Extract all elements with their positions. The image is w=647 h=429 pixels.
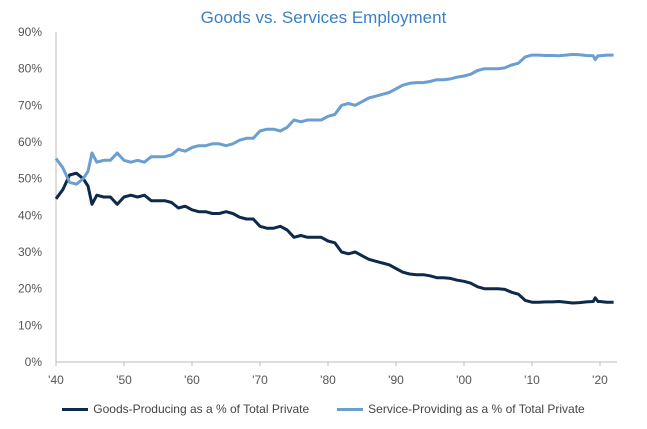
y-tick-label: 30% — [18, 245, 42, 259]
legend: Goods-Producing as a % of Total Private … — [0, 402, 647, 416]
x-ticks: '40 '50 '60 '70 '80 '90 '00 '10 '20 — [48, 362, 608, 387]
x-tick-label: '00 — [456, 373, 472, 387]
x-tick-label: '70 — [252, 373, 268, 387]
y-tick-label: 80% — [18, 62, 42, 76]
legend-swatch-goods — [62, 407, 89, 411]
x-tick-label: '80 — [320, 373, 336, 387]
y-ticks: 0% 10% 20% 30% 40% 50% 60% 70% 80% 90% — [18, 25, 42, 369]
y-tick-label: 90% — [18, 25, 42, 39]
legend-swatch-services — [337, 407, 364, 411]
y-tick-label: 20% — [18, 282, 42, 296]
x-tick-label: '90 — [388, 373, 404, 387]
y-tick-label: 10% — [18, 318, 42, 332]
legend-item-goods: Goods-Producing as a % of Total Private — [62, 402, 309, 416]
x-tick-label: '60 — [184, 373, 200, 387]
x-tick-label: '50 — [116, 373, 132, 387]
legend-item-services: Service-Providing as a % of Total Privat… — [337, 402, 585, 416]
series-line-goods — [54, 171, 614, 305]
y-tick-label: 50% — [18, 172, 42, 186]
series-lines — [54, 52, 614, 305]
y-tick-label: 0% — [25, 355, 43, 369]
x-tick-label: '20 — [592, 373, 608, 387]
series-line-services — [54, 52, 614, 186]
x-tick-label: '40 — [48, 373, 64, 387]
y-tick-label: 40% — [18, 208, 42, 222]
chart-title: Goods vs. Services Employment — [200, 8, 447, 27]
x-tick-label: '10 — [524, 373, 540, 387]
y-tick-label: 70% — [18, 98, 42, 112]
legend-label-goods: Goods-Producing as a % of Total Private — [93, 402, 310, 416]
legend-label-services: Service-Providing as a % of Total Privat… — [368, 402, 585, 416]
y-tick-label: 60% — [18, 135, 42, 149]
